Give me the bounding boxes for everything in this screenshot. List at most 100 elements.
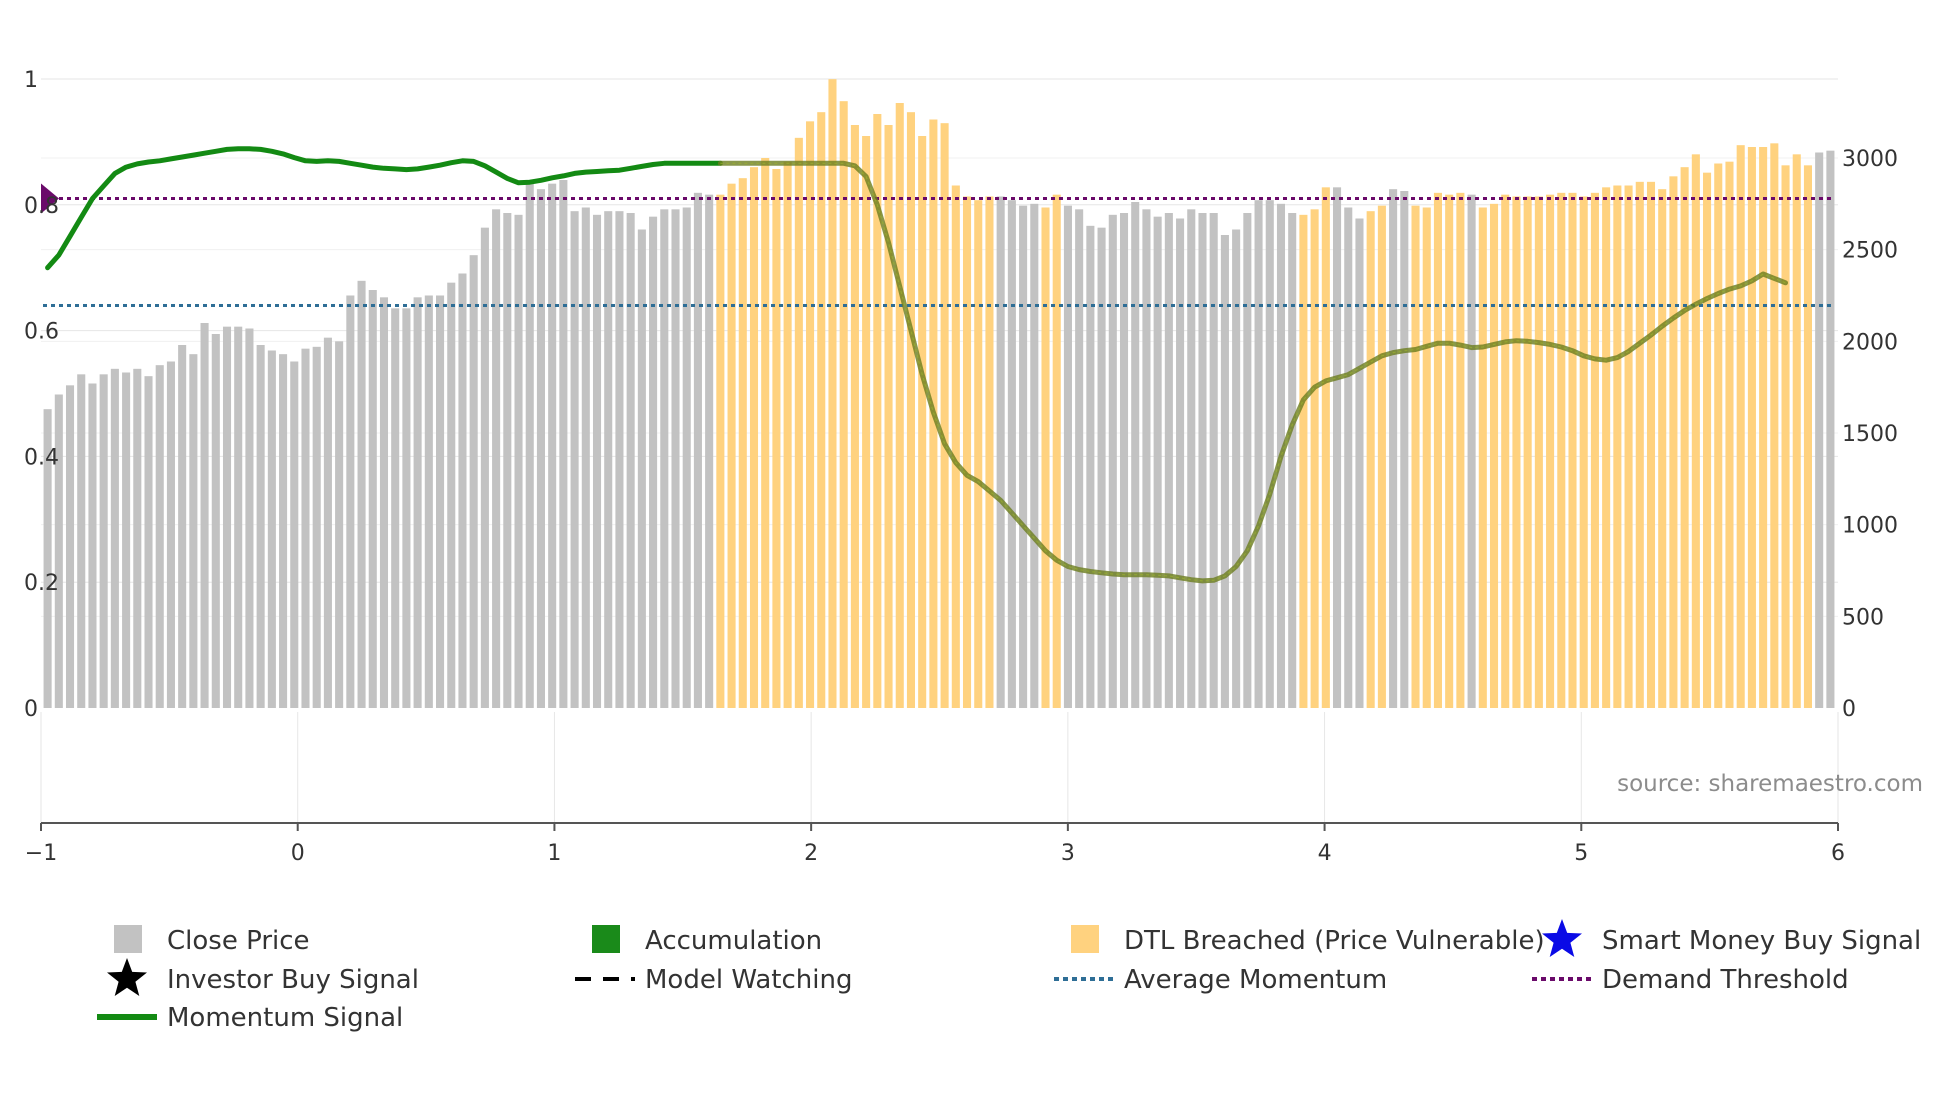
dtl-breached-bar (1736, 145, 1745, 709)
left-axis-tick-label: 0.6 (24, 320, 59, 345)
close-price-bar (1019, 205, 1028, 709)
dtl-breached-bar (1557, 192, 1566, 708)
close-price-bar (43, 409, 52, 708)
dtl-breached-bar (727, 183, 736, 709)
legend-label: Accumulation (645, 926, 822, 956)
left-axis-tick-label: 1 (24, 68, 38, 93)
close-price-bar (492, 209, 501, 708)
right-axis-tick-label: 2000 (1842, 330, 1898, 355)
close-price-bar (1389, 189, 1398, 709)
dtl-breached-bar (806, 121, 815, 708)
close-price-bar (245, 328, 254, 708)
dtl-breached-bar (1714, 163, 1723, 708)
dtl-breached-bar (1321, 187, 1330, 708)
legend-label: Average Momentum (1124, 965, 1387, 995)
dtl-breached-bar (1691, 154, 1700, 708)
close-price-bar (133, 368, 142, 708)
close-price-bar (671, 209, 680, 708)
x-axis-tick-label: 0 (291, 841, 305, 866)
dtl-breached-bar (850, 125, 859, 708)
close-price-bar (570, 211, 579, 709)
close-price-bar (267, 350, 276, 708)
close-price-bar (346, 295, 355, 708)
close-price-bar (200, 323, 209, 708)
close-price-bar (279, 354, 288, 708)
close-price-bar (503, 213, 512, 708)
dtl-breached-bar (1546, 194, 1555, 709)
close-price-bar (1007, 200, 1016, 709)
left-axis-tick-label: 0.4 (24, 445, 59, 470)
x-axis-tick-label: 1 (547, 841, 561, 866)
dtl-breached-bar (1770, 143, 1779, 708)
dtl-breached-bar (1658, 189, 1667, 709)
x-axis-tick-label: 3 (1061, 841, 1075, 866)
dtl-breached-bar (794, 137, 803, 708)
dtl-breached-bar (974, 200, 983, 709)
close-price-bar (1815, 152, 1824, 708)
close-price-bar (1097, 227, 1106, 709)
dtl-breached-bar (1433, 192, 1442, 708)
close-price-bar (1467, 194, 1476, 709)
close-price-bar (256, 345, 265, 708)
close-price-bar (1142, 209, 1151, 708)
close-price-bar (1265, 200, 1274, 709)
dtl-breached-bar (1646, 181, 1656, 708)
close-price-bar (1075, 209, 1084, 708)
close-price-bar (1119, 213, 1129, 708)
close-price-bar (323, 337, 332, 708)
close-price-bar (178, 345, 187, 708)
dtl-breached-bar (884, 125, 893, 708)
dtl-breached-bar (940, 123, 949, 709)
dtl-breached-bar (1792, 154, 1801, 708)
legend-label: Close Price (167, 926, 310, 956)
close-price-bar (705, 194, 714, 709)
dtl-breached-bar (1613, 185, 1622, 708)
dtl-breached-bar (1299, 214, 1308, 708)
momentum-signal-line (45, 146, 723, 271)
dtl-breached-bar (1703, 172, 1712, 709)
legend-label: DTL Breached (Price Vulnerable) (1124, 926, 1545, 956)
dtl-breached-bar (761, 158, 770, 708)
momentum-signal-highlight (720, 162, 1786, 582)
x-axis-ticks: −1 0 1 2 3 4 5 6 (25, 841, 1845, 866)
investor-star-icon (107, 958, 147, 996)
dtl-breached-bar (1041, 207, 1050, 708)
dtl-breached-bar (1411, 205, 1420, 709)
close-price-bar (1198, 213, 1207, 708)
close-price-bar (110, 368, 119, 708)
dtl-breached-bar (985, 196, 994, 708)
close-price-bar (368, 290, 377, 708)
close-price-bar (122, 372, 131, 708)
close-price-bar (99, 374, 108, 708)
dtl-breached-bar (1669, 176, 1678, 708)
close-price-bar (166, 361, 175, 708)
dtl-breached-bar (1523, 196, 1532, 708)
close-price-bar (536, 189, 545, 709)
close-price-bar (211, 334, 220, 708)
close-price-bar (88, 383, 97, 708)
dtl-breached-bar (1602, 187, 1611, 708)
dtl-breached-bar (716, 194, 725, 709)
close-price-bar (1209, 213, 1218, 708)
dtl-breached-bar (962, 196, 972, 708)
dtl-breached-bar (1052, 194, 1061, 709)
axes (40, 822, 1839, 831)
close-price-bar (357, 280, 366, 708)
dtl-breached-bar (783, 161, 792, 709)
legend: Close Price Accumulation DTL Breached (Pri… (97, 919, 1921, 1033)
close-price-bar (1288, 213, 1297, 708)
right-axis-tick-label: 2500 (1842, 239, 1898, 264)
close-price-bar (1153, 216, 1162, 709)
source-label: source: sharemaestro.com (1617, 771, 1923, 797)
close-price-bar (189, 354, 198, 708)
dtl-breached-bar (1781, 165, 1790, 708)
close-price-bar (312, 346, 321, 708)
close-price-bar (480, 227, 489, 709)
close-price-bar (592, 214, 602, 708)
left-axis-tick-label: 0.2 (24, 571, 59, 596)
dtl-breached-bar (772, 169, 781, 708)
left-axis-tick-label: 0.8 (24, 194, 59, 219)
dtl-breached-bar (738, 178, 747, 709)
close-price-bar (1187, 209, 1196, 708)
right-axis-tick-label: 500 (1842, 605, 1884, 630)
